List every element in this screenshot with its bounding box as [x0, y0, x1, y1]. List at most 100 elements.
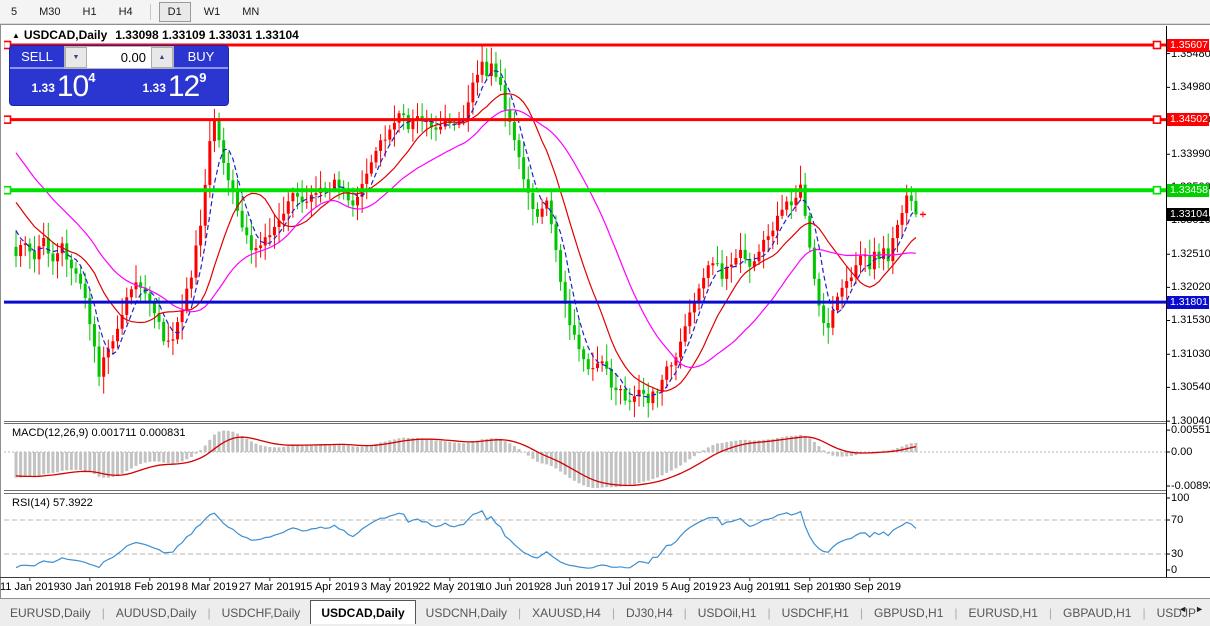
- timeframe-button-d1[interactable]: D1: [158, 1, 191, 22]
- tab-separator: |: [683, 605, 687, 620]
- chart-tab-eurusd-daily[interactable]: EURUSD,Daily: [10, 605, 91, 620]
- candle: [522, 157, 526, 180]
- collapse-triangle-icon[interactable]: ▲: [12, 31, 20, 40]
- price-tick-1.32510: 1.32510: [1171, 248, 1210, 261]
- candle: [277, 220, 281, 227]
- candle: [42, 238, 46, 247]
- candle: [448, 118, 452, 124]
- macd-tick-0.005512: 0.005512: [1171, 424, 1210, 437]
- chart-tab-eurusd-h1[interactable]: EURUSD,H1: [968, 605, 1038, 620]
- chart-tab-usdchf-daily[interactable]: USDCHF,Daily: [221, 605, 301, 620]
- chart-tab-usdoil-h1[interactable]: USDOil,H1: [697, 605, 757, 620]
- candle: [854, 265, 858, 278]
- sell-price-pips: 10: [56, 70, 89, 103]
- timeframe-button-h1[interactable]: H1: [82, 5, 97, 18]
- candle: [822, 305, 826, 324]
- hline-handle[interactable]: [4, 40, 12, 50]
- date-label-3-May-2019: 3 May 2019: [361, 581, 419, 593]
- candle: [212, 120, 216, 142]
- candle: [715, 263, 719, 265]
- candle: [19, 245, 23, 257]
- candle: [812, 247, 816, 279]
- chart-tab-dj30-h4[interactable]: DJ30,H4: [625, 605, 673, 620]
- lot-decrease-button[interactable]: ▼: [65, 47, 87, 68]
- macd-indicator-label: MACD(12,26,9) 0.001711 0.000831: [12, 427, 186, 439]
- sell-price-prefix: 1.33: [31, 81, 55, 95]
- candle: [134, 282, 138, 290]
- candle: [268, 235, 272, 238]
- candle: [863, 255, 867, 257]
- lot-size-value[interactable]: 0.00: [87, 47, 151, 68]
- level-badge-1.33458: 1.33458: [1167, 183, 1209, 197]
- candle: [526, 179, 530, 193]
- chart-tab-usdchf-h1[interactable]: USDCHF,H1: [781, 605, 849, 620]
- chart-tab-gbpusd-h1[interactable]: GBPUSD,H1: [874, 605, 944, 620]
- candle: [388, 129, 392, 140]
- candle: [208, 141, 212, 185]
- candle: [471, 82, 475, 103]
- chart-title: ▲ USDCAD,Daily 1.33098 1.33109 1.33031 1.3…: [12, 28, 299, 42]
- hline-handle[interactable]: [1152, 40, 1162, 50]
- candle: [868, 255, 872, 270]
- lot-increase-button[interactable]: ▲: [151, 47, 173, 68]
- hline-handle[interactable]: [4, 185, 12, 195]
- candle: [711, 263, 715, 266]
- timeframe-button-h4[interactable]: H4: [118, 5, 133, 18]
- candle: [23, 243, 27, 246]
- candle: [688, 312, 692, 327]
- chart-tab-audusd-daily[interactable]: AUDUSD,Daily: [115, 605, 197, 620]
- tab-scroll-right-icon[interactable]: ►: [1195, 604, 1204, 614]
- candle: [706, 265, 710, 278]
- chart-tab-usdcad-daily[interactable]: USDCAD,Daily: [310, 599, 416, 624]
- date-label-11-Jan-2019: 11 Jan 2019: [0, 581, 60, 593]
- candle: [272, 226, 276, 236]
- timeframe-button-5[interactable]: 5: [11, 5, 18, 18]
- candle: [785, 201, 789, 210]
- rsi-tick-0: 0: [1171, 564, 1178, 576]
- level-badge-1.35607: 1.35607: [1167, 38, 1209, 52]
- candle: [683, 326, 687, 342]
- tab-scroll-buttons: ◄ ►: [1174, 604, 1208, 614]
- chart-plot-area[interactable]: [0, 24, 1210, 625]
- candle: [236, 189, 240, 211]
- candle: [651, 391, 655, 404]
- candle: [466, 102, 470, 119]
- candle: [549, 200, 553, 225]
- candle: [300, 196, 304, 203]
- chart-tab-usdjp[interactable]: USDJP: [1156, 605, 1196, 620]
- timeframe-button-mn[interactable]: MN: [242, 5, 260, 18]
- chart-tab-xauusd-h4[interactable]: XAUUSD,H4: [532, 605, 601, 620]
- candle: [32, 251, 36, 260]
- candle: [660, 379, 664, 392]
- chart-tab-usdcnh-daily[interactable]: USDCNH,Daily: [425, 605, 508, 620]
- timeframe-button-w1[interactable]: W1: [203, 5, 221, 18]
- candle: [231, 180, 235, 190]
- sell-price-button[interactable]: 1.33104: [10, 70, 117, 105]
- candle: [305, 201, 309, 203]
- candle: [559, 250, 563, 282]
- buy-price-button[interactable]: 1.33129: [121, 70, 228, 105]
- hline-handle[interactable]: [4, 115, 12, 124]
- candle: [106, 348, 110, 358]
- candle: [619, 388, 623, 391]
- timeframe-button-m30[interactable]: M30: [39, 5, 61, 18]
- candle: [97, 346, 101, 377]
- sell-button[interactable]: SELL: [10, 46, 64, 69]
- buy-button[interactable]: BUY: [174, 46, 228, 69]
- tab-scroll-left-icon[interactable]: ◄: [1178, 604, 1188, 614]
- candle: [282, 213, 286, 221]
- date-label-22-May-2019: 22 May 2019: [417, 581, 482, 593]
- chart-tab-gbpaud-h1[interactable]: GBPAUD,H1: [1063, 605, 1132, 620]
- candle: [789, 201, 793, 206]
- tab-separator: |: [101, 605, 105, 620]
- candle: [872, 251, 876, 270]
- candle: [628, 400, 632, 402]
- candle: [439, 126, 443, 130]
- level-badge-1.34502: 1.34502: [1167, 113, 1209, 127]
- candle: [226, 162, 230, 181]
- candle: [429, 120, 433, 128]
- hline-handle[interactable]: [1152, 115, 1162, 124]
- candle: [891, 238, 895, 262]
- candle: [720, 263, 724, 279]
- hline-handle[interactable]: [1152, 185, 1162, 195]
